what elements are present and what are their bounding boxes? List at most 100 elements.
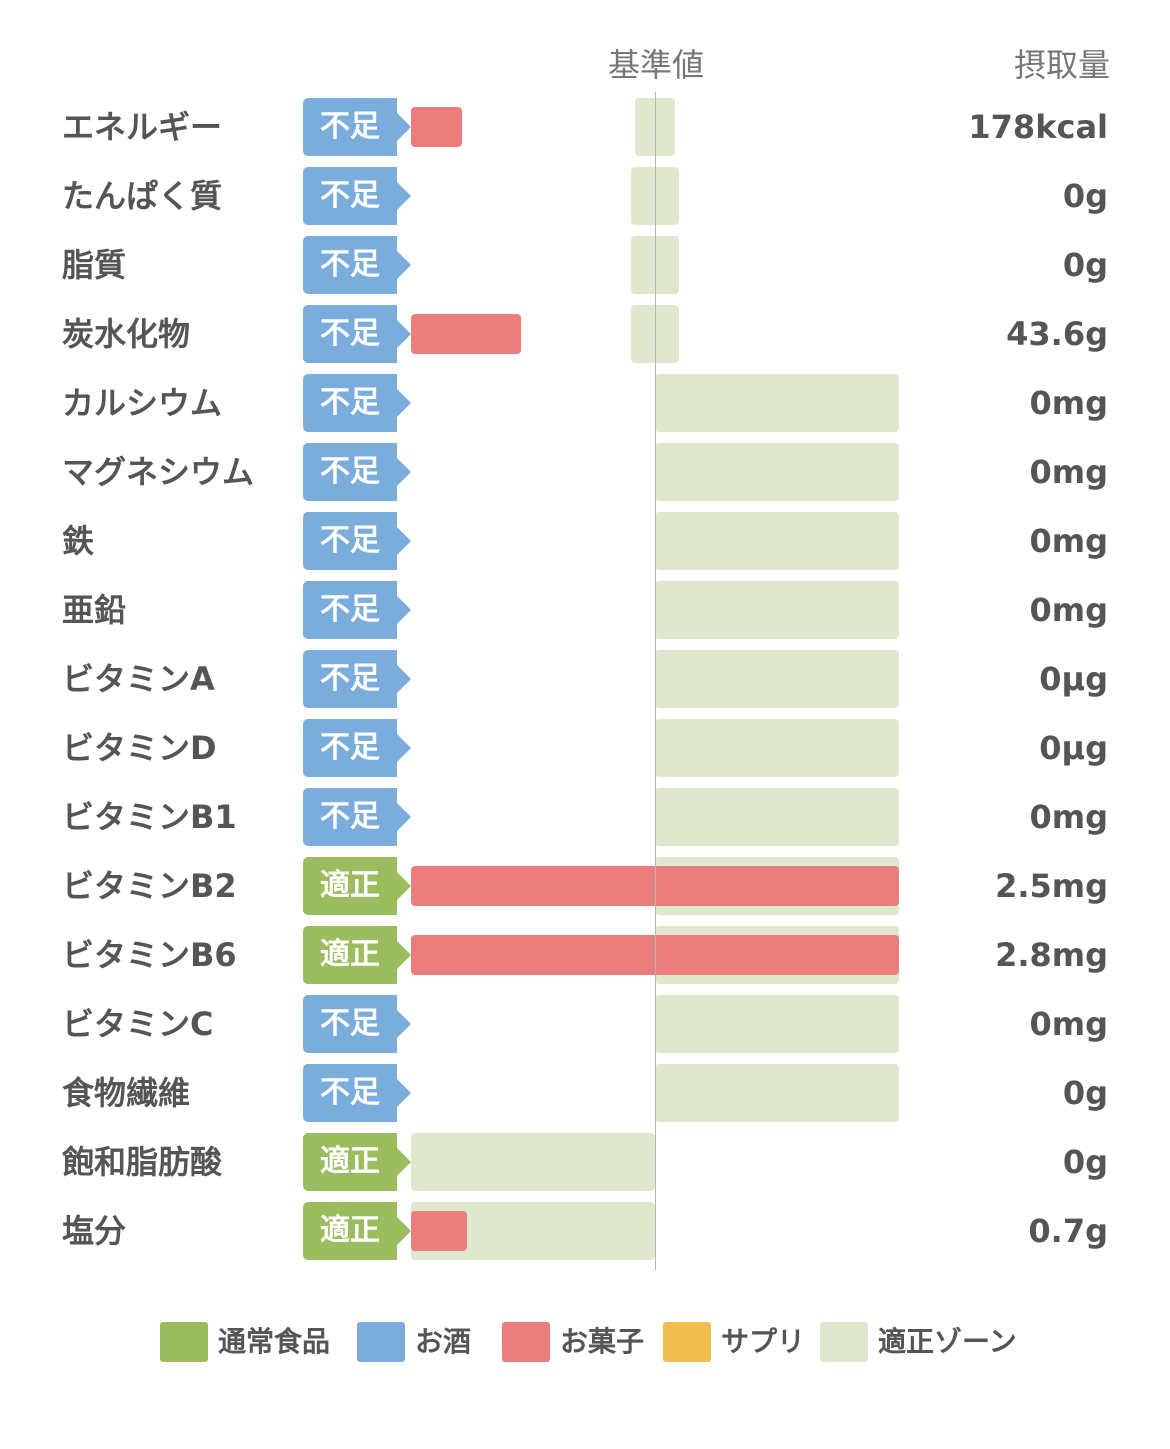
intake-value: 0g: [1062, 1074, 1108, 1112]
optimal-zone: [635, 98, 675, 156]
nutrient-name: 鉄: [62, 522, 95, 560]
nutrient-row: 食物繊維 不足 0g: [0, 1064, 1170, 1122]
status-badge: 適正: [303, 857, 411, 915]
nutrient-name: ビタミンB2: [62, 867, 237, 905]
intake-value: 0.7g: [1028, 1212, 1108, 1250]
intake-value: 0mg: [1029, 591, 1108, 629]
intake-value: 0mg: [1029, 798, 1108, 836]
optimal-zone: [630, 236, 680, 294]
intake-value: 0μg: [1039, 729, 1108, 767]
nutrient-name: カルシウム: [62, 384, 223, 422]
optimal-zone: [655, 1064, 899, 1122]
optimal-zone: [655, 788, 899, 846]
intake-value: 2.8mg: [995, 936, 1108, 974]
legend-label: サプリ: [721, 1325, 806, 1358]
status-badge: 不足: [303, 167, 411, 225]
status-badge: 不足: [303, 374, 411, 432]
optimal-zone: [655, 512, 899, 570]
nutrient-row: ビタミンB6 適正 2.8mg: [0, 926, 1170, 984]
legend-label: お酒: [415, 1325, 472, 1358]
status-badge: 不足: [303, 512, 411, 570]
intake-value: 0g: [1062, 246, 1108, 284]
status-badge: 不足: [303, 98, 411, 156]
baseline-line: [655, 92, 656, 1270]
optimal-zone: [655, 650, 899, 708]
intake-bar: [411, 107, 463, 147]
nutrient-row: 脂質 不足 0g: [0, 236, 1170, 294]
nutrient-row: ビタミンA 不足 0μg: [0, 650, 1170, 708]
nutrient-name: 脂質: [62, 246, 127, 284]
intake-value: 0g: [1062, 1143, 1108, 1181]
nutrient-name: 飽和脂肪酸: [62, 1143, 223, 1181]
intake-value: 178kcal: [968, 108, 1108, 146]
nutrient-name: ビタミンB6: [62, 936, 237, 974]
nutrient-row: たんぱく質 不足 0g: [0, 167, 1170, 225]
status-badge: 不足: [303, 443, 411, 501]
status-badge: 適正: [303, 1202, 411, 1260]
nutrient-row: 炭水化物 不足 43.6g: [0, 305, 1170, 363]
intake-bar: [411, 1211, 468, 1251]
nutrient-name: エネルギー: [62, 108, 223, 146]
legend: 通常食品 お酒 お菓子 サプリ 適正ゾーン: [0, 1320, 1170, 1364]
nutrient-row: 鉄 不足 0mg: [0, 512, 1170, 570]
status-badge: 不足: [303, 236, 411, 294]
legend-swatch: [357, 1322, 405, 1362]
intake-bar: [411, 314, 521, 354]
legend-label: お菓子: [560, 1325, 645, 1358]
status-badge: 不足: [303, 995, 411, 1053]
baseline-header: 基準値: [607, 46, 704, 84]
optimal-zone: [655, 374, 899, 432]
intake-value: 0mg: [1029, 384, 1108, 422]
legend-label: 適正ゾーン: [878, 1325, 1017, 1358]
optimal-zone: [655, 443, 899, 501]
nutrient-row: マグネシウム 不足 0mg: [0, 443, 1170, 501]
legend-label: 通常食品: [218, 1325, 331, 1358]
nutrient-row: ビタミンC 不足 0mg: [0, 995, 1170, 1053]
status-badge: 不足: [303, 788, 411, 846]
legend-swatch: [160, 1322, 208, 1362]
nutrient-row: 飽和脂肪酸 適正 0g: [0, 1133, 1170, 1191]
nutrient-name: マグネシウム: [62, 453, 255, 491]
optimal-zone: [411, 1133, 655, 1191]
intake-value: 2.5mg: [995, 867, 1108, 905]
intake-value: 43.6g: [1006, 315, 1108, 353]
nutrient-name: 炭水化物: [62, 315, 191, 353]
intake-value: 0mg: [1029, 522, 1108, 560]
intake-header: 摂取量: [1013, 46, 1110, 84]
intake-value: 0g: [1062, 177, 1108, 215]
legend-swatch: [663, 1322, 711, 1362]
nutrient-row: ビタミンB2 適正 2.5mg: [0, 857, 1170, 915]
status-badge: 適正: [303, 926, 411, 984]
nutrient-row: ビタミンD 不足 0μg: [0, 719, 1170, 777]
nutrient-balance-chart: 基準値 摂取量 エネルギー 不足 178kcal たんぱく質 不足 0g 脂質 不足 0g 炭水化…: [0, 46, 1170, 1270]
intake-value: 0mg: [1029, 453, 1108, 491]
optimal-zone: [655, 719, 899, 777]
optimal-zone: [655, 581, 899, 639]
nutrient-name: ビタミンB1: [62, 798, 237, 836]
intake-value: 0μg: [1039, 660, 1108, 698]
optimal-zone: [655, 995, 899, 1053]
nutrient-name: 亜鉛: [62, 591, 127, 629]
status-badge: 不足: [303, 581, 411, 639]
optimal-zone: [630, 167, 680, 225]
status-badge: 不足: [303, 1064, 411, 1122]
optimal-zone: [630, 305, 680, 363]
nutrient-row: エネルギー 不足 178kcal: [0, 98, 1170, 156]
nutrient-row: 亜鉛 不足 0mg: [0, 581, 1170, 639]
nutrient-row: 塩分 適正 0.7g: [0, 1202, 1170, 1260]
status-badge: 不足: [303, 719, 411, 777]
legend-swatch: [502, 1322, 550, 1362]
intake-value: 0mg: [1029, 1005, 1108, 1043]
nutrient-row: カルシウム 不足 0mg: [0, 374, 1170, 432]
nutrient-name: ビタミンD: [62, 729, 217, 767]
legend-swatch: [820, 1322, 868, 1362]
nutrient-row: ビタミンB1 不足 0mg: [0, 788, 1170, 846]
status-badge: 不足: [303, 650, 411, 708]
nutrient-name: たんぱく質: [62, 177, 223, 215]
status-badge: 不足: [303, 305, 411, 363]
status-badge: 適正: [303, 1133, 411, 1191]
nutrient-name: ビタミンC: [62, 1005, 214, 1043]
nutrient-name: 食物繊維: [62, 1074, 191, 1112]
nutrient-name: ビタミンA: [62, 660, 215, 698]
nutrient-name: 塩分: [62, 1212, 127, 1250]
